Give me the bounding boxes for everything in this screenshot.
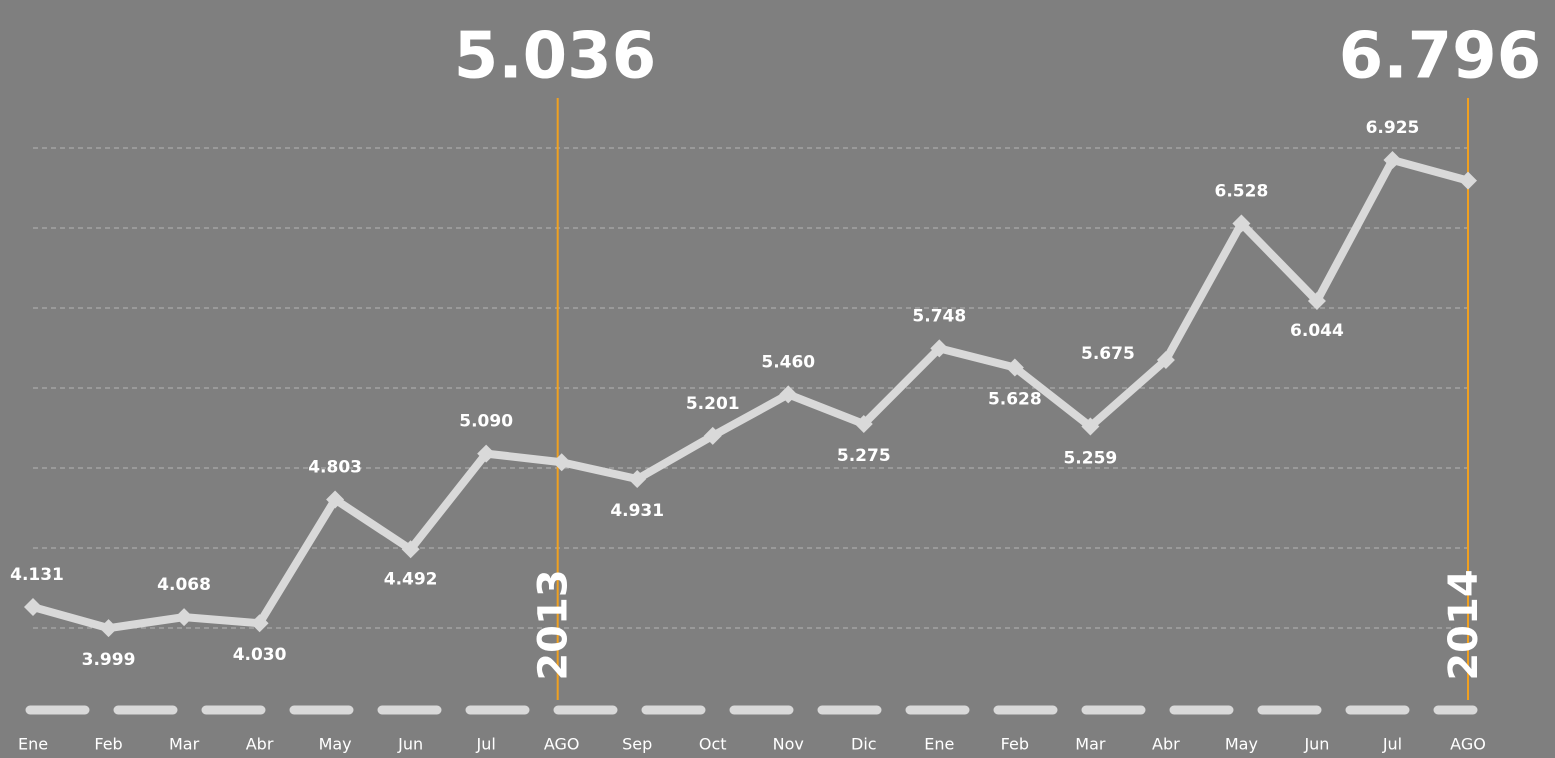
marker [1005, 358, 1024, 377]
x-tick-label: Mar [169, 735, 200, 754]
value-label: 4.131 [10, 565, 64, 585]
value-label: 3.999 [82, 650, 136, 670]
marker [401, 540, 420, 559]
value-label: 5.628 [988, 390, 1042, 410]
value-label: 5.275 [837, 446, 891, 466]
marker [1459, 171, 1477, 190]
x-tick-label: Ene [18, 735, 48, 754]
value-label: 5.748 [912, 306, 966, 326]
marker [628, 470, 647, 489]
x-tick-label: May [319, 735, 352, 754]
x-tick-label: Feb [1001, 735, 1029, 754]
marker [1232, 214, 1251, 233]
x-tick-label: Ene [924, 735, 954, 754]
x-tick-label: Mar [1075, 735, 1106, 754]
x-tick-label: Nov [773, 735, 804, 754]
marker [1081, 417, 1100, 436]
x-tick-label: Abr [246, 735, 274, 754]
marker [1156, 351, 1175, 369]
value-label: 5.090 [459, 412, 513, 432]
value-label: 5.259 [1063, 449, 1117, 469]
marker [99, 619, 118, 638]
x-tick-label: Jun [1303, 735, 1329, 754]
value-label: 4.803 [308, 458, 362, 478]
year-label: 2014 [1441, 569, 1487, 680]
marker [1383, 151, 1402, 169]
value-label: 4.931 [610, 501, 664, 521]
x-tick-label: AGO [1450, 735, 1486, 754]
value-label: 6.528 [1215, 182, 1269, 202]
marker [1307, 291, 1326, 310]
value-label: 4.068 [157, 575, 211, 595]
x-tick-label: Oct [699, 735, 727, 754]
value-label: 5.460 [761, 352, 815, 372]
x-tick-label: May [1225, 735, 1258, 754]
marker [854, 415, 873, 433]
value-label: 4.492 [384, 569, 438, 589]
marker [24, 598, 42, 617]
x-tick-label: Sep [622, 735, 652, 754]
x-tick-label: Dic [851, 735, 877, 754]
x-tick-label: Jun [397, 735, 423, 754]
marker [175, 608, 194, 627]
marker [250, 614, 269, 633]
x-tick-label: Jul [476, 735, 496, 754]
marker [477, 444, 496, 463]
x-tick-label: Abr [1152, 735, 1180, 754]
value-label-big: 6.796 [1339, 20, 1541, 94]
value-label-big: 5.036 [454, 20, 656, 94]
value-label: 6.044 [1290, 321, 1344, 341]
value-label: 5.675 [1081, 344, 1135, 364]
x-tick-label: Jul [1382, 735, 1402, 754]
value-label: 5.201 [686, 394, 740, 414]
marker [779, 385, 798, 404]
line [31, 156, 1470, 633]
marker [326, 490, 345, 509]
marker [703, 426, 722, 445]
year-label: 2013 [531, 569, 577, 680]
marker [930, 339, 949, 358]
value-label: 4.030 [233, 645, 287, 665]
x-tick-label: AGO [544, 735, 580, 754]
marker [552, 453, 571, 472]
x-tick-label: Feb [94, 735, 122, 754]
value-label: 6.925 [1366, 118, 1420, 138]
